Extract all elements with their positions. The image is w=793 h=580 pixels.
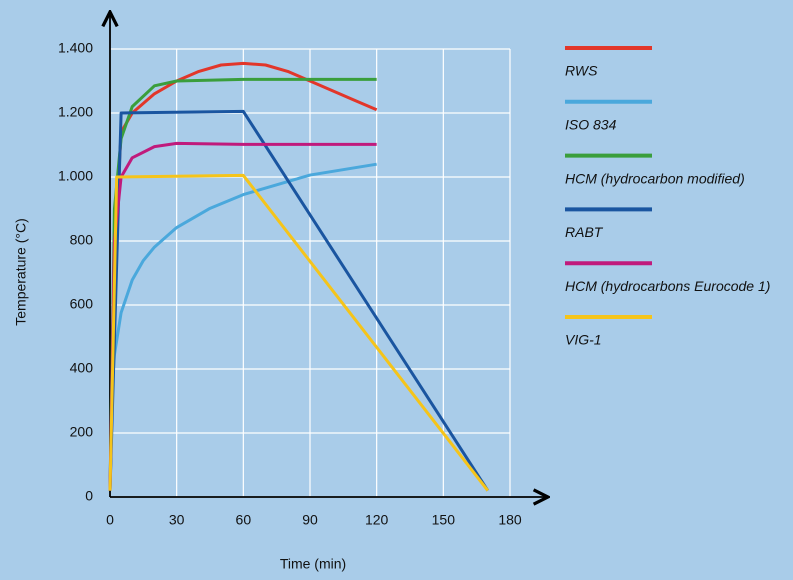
legend-label: HCM (hydrocarbons Eurocode 1) (565, 278, 770, 294)
legend-label: HCM (hydrocarbon modified) (565, 170, 745, 186)
legend-label: RABT (565, 224, 604, 240)
x-tick-label: 180 (498, 512, 522, 528)
y-tick-label: 1.000 (58, 168, 93, 184)
y-tick-label: 1.200 (58, 104, 93, 120)
x-tick-label: 0 (106, 512, 114, 528)
y-tick-label: 600 (70, 296, 94, 312)
x-axis-label: Time (min) (280, 556, 346, 572)
x-tick-label: 150 (432, 512, 456, 528)
y-tick-label: 200 (70, 424, 94, 440)
x-tick-label: 90 (302, 512, 318, 528)
legend-label: ISO 834 (565, 117, 617, 133)
y-tick-label: 400 (70, 360, 94, 376)
x-tick-label: 120 (365, 512, 389, 528)
line (108, 109, 490, 492)
legend-label: RWS (565, 63, 598, 79)
y-axis-label: Temperature (°C) (13, 218, 29, 326)
x-tick-label: 60 (236, 512, 252, 528)
y-tick-label: 0 (85, 488, 93, 504)
line (108, 173, 489, 492)
x-tick-label: 30 (169, 512, 185, 528)
legend-label: VIG-1 (565, 332, 602, 348)
y-tick-label: 1.400 (58, 40, 93, 56)
y-tick-label: 800 (70, 232, 94, 248)
